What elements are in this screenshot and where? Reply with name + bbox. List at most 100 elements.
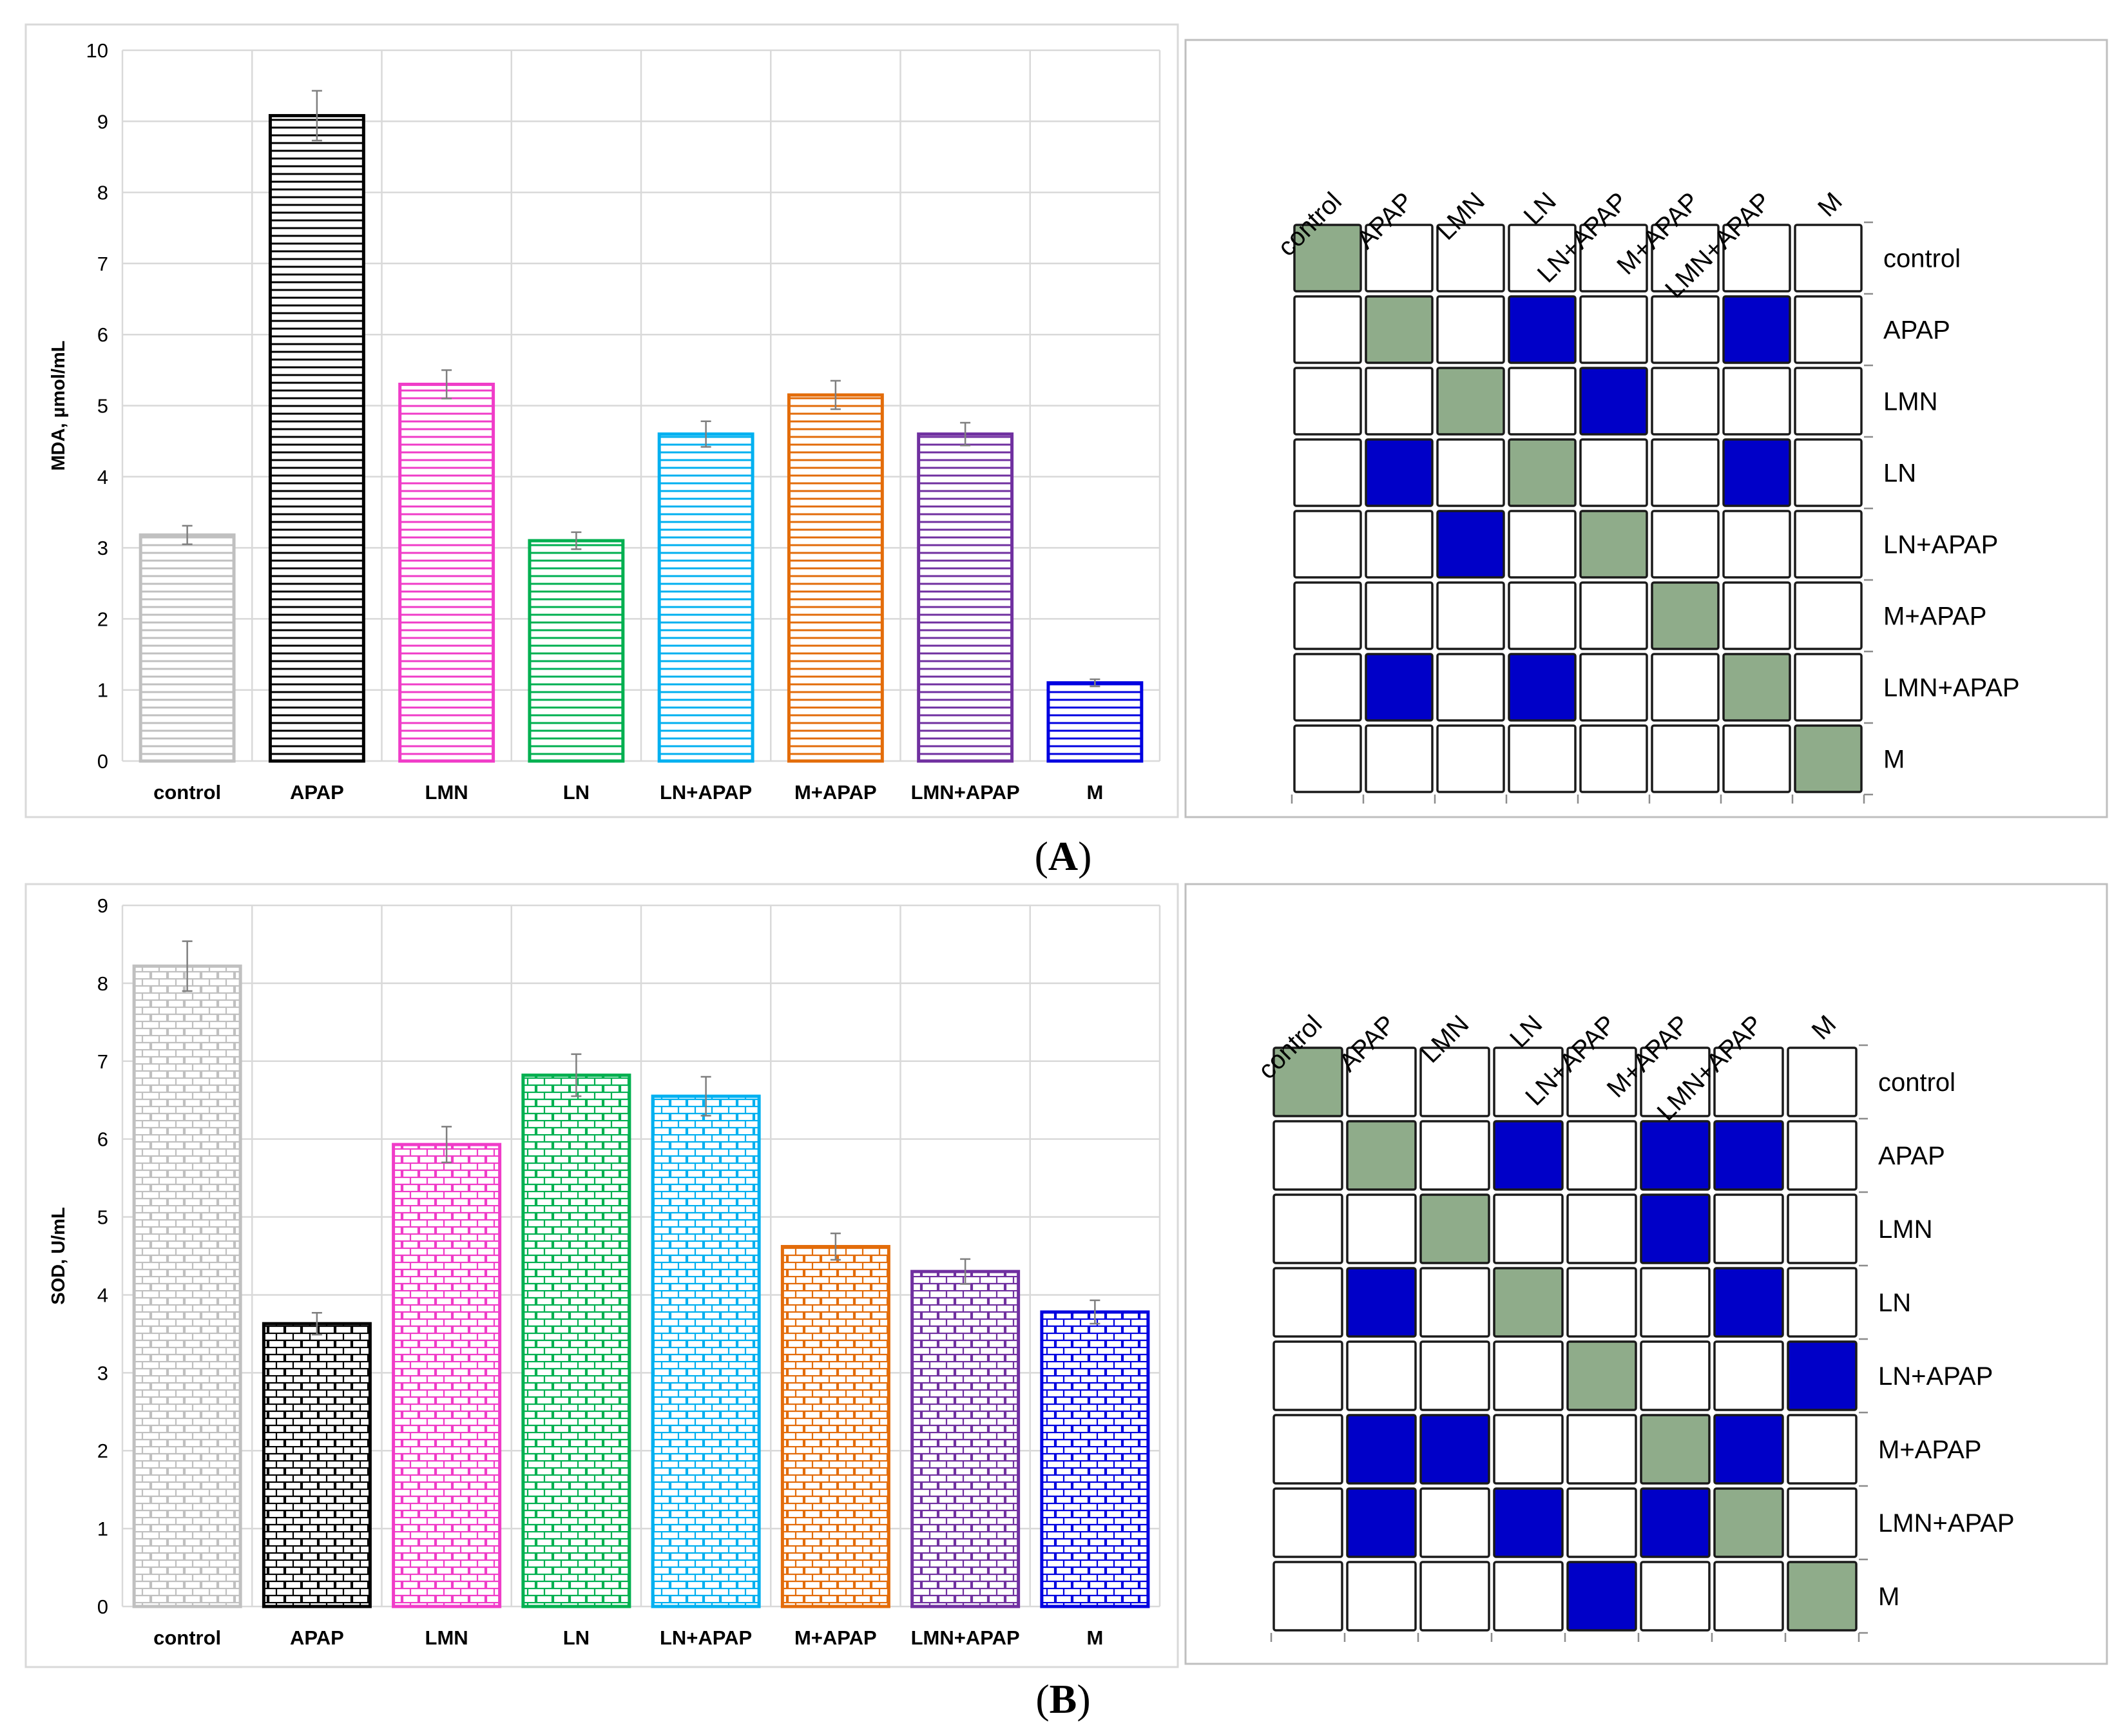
matrix-cell	[1651, 224, 1720, 293]
bar	[132, 964, 242, 1608]
matrix-cell	[1365, 438, 1434, 507]
y-tick-label: 4	[97, 466, 108, 488]
bar	[398, 382, 495, 763]
mda-bar-chart: 0 1 2 3 4 5 6 7 8 9 10 MDA, µmol/mL control APAP LMN LN…	[24, 23, 1179, 818]
matrix-cell	[1787, 1193, 1858, 1264]
matrix-cell	[1346, 1561, 1417, 1632]
x-category-label: APAP	[290, 1626, 344, 1649]
panel-label-b: (B)	[1035, 1676, 1090, 1722]
x-category-label: LN+APAP	[660, 781, 752, 804]
matrix-row-label: LMN+APAP	[1883, 674, 2020, 702]
y-tick-label: 3	[97, 537, 108, 559]
error-bar	[1090, 1299, 1100, 1325]
matrix-cell	[1293, 581, 1362, 650]
matrix-cell	[1293, 724, 1362, 793]
bar	[521, 1074, 631, 1608]
matrix-cell	[1508, 224, 1577, 293]
y-tick-label: 3	[97, 1362, 108, 1384]
matrix-cell	[1713, 1414, 1784, 1485]
x-category-label: M+APAP	[794, 1626, 877, 1649]
bar	[780, 1244, 890, 1608]
y-tick-label: 5	[97, 395, 108, 418]
x-category-label: LN	[563, 781, 590, 804]
matrix-cell	[1722, 367, 1791, 436]
matrix-cell	[1794, 295, 1863, 364]
matrix-cell	[1273, 1340, 1343, 1411]
matrix-cell	[1566, 1561, 1637, 1632]
matrix-cell	[1365, 367, 1434, 436]
matrix-cell	[1508, 581, 1577, 650]
matrix-cell	[1722, 581, 1791, 650]
matrix-row-label: APAP	[1878, 1142, 1945, 1170]
matrix-row-label: M	[1883, 746, 1905, 774]
bar	[651, 1094, 761, 1608]
matrix-cell	[1436, 510, 1505, 579]
matrix-cell	[1640, 1267, 1711, 1338]
matrix-row-label: control	[1878, 1068, 1955, 1097]
y-tick-label: 8	[97, 972, 108, 995]
bar	[657, 432, 754, 763]
matrix-cell	[1436, 724, 1505, 793]
x-category-label: M	[1086, 781, 1103, 804]
matrix-cell	[1713, 1267, 1784, 1338]
y-tick-label: 10	[86, 39, 108, 62]
error-bar	[571, 531, 582, 550]
matrix-cell	[1787, 1120, 1858, 1191]
matrix-cell	[1640, 1487, 1711, 1558]
matrix-cell	[1787, 1414, 1858, 1485]
matrix-cell	[1794, 510, 1863, 579]
matrix-cell	[1566, 1340, 1637, 1411]
matrix-cell	[1419, 1561, 1490, 1632]
panel-label-a: (A)	[1035, 833, 1092, 879]
matrix-cell	[1508, 438, 1577, 507]
x-category-label: APAP	[290, 781, 344, 804]
matrix-cell	[1273, 1561, 1343, 1632]
matrix-cell	[1794, 224, 1863, 293]
matrix-cell	[1493, 1120, 1564, 1191]
y-tick-label: 1	[97, 679, 108, 702]
matrix-cell	[1651, 438, 1720, 507]
x-category-label: control	[153, 781, 221, 804]
matrix-row-label: LN	[1878, 1289, 1911, 1317]
matrix-cell	[1293, 653, 1362, 722]
matrix-cell	[1640, 1193, 1711, 1264]
matrix-cell	[1794, 367, 1863, 436]
matrix-cell	[1346, 1046, 1417, 1117]
matrix-cell	[1566, 1046, 1637, 1117]
x-category-label: M	[1086, 1626, 1103, 1649]
matrix-cell	[1419, 1267, 1490, 1338]
matrix-cell	[1293, 367, 1362, 436]
matrix-cell	[1579, 438, 1648, 507]
matrix-cell	[1579, 367, 1648, 436]
matrix-cell	[1713, 1193, 1784, 1264]
error-bar	[571, 1053, 582, 1097]
y-tick-label: 2	[97, 1440, 108, 1462]
x-category-label: control	[153, 1626, 221, 1649]
bar	[917, 432, 1014, 763]
error-bar	[960, 1258, 971, 1285]
matrix-row-label: M+APAP	[1883, 603, 1986, 631]
matrix-row-label: LMN	[1883, 388, 1937, 416]
matrix-row-label: M	[1878, 1583, 1899, 1611]
error-bar	[700, 420, 711, 448]
y-tick-label: 6	[97, 1128, 108, 1151]
matrix-row-label: M+APAP	[1878, 1436, 1981, 1464]
error-bar	[441, 1126, 452, 1164]
matrix-cell	[1566, 1120, 1637, 1191]
bar	[1040, 1310, 1150, 1608]
sod-significance-matrix: controlAPAPLMNLNLN+APAPM+APAPLMN+APAPMco…	[1184, 883, 2108, 1665]
matrix-row-label: LMN	[1878, 1215, 1932, 1244]
matrix-cell	[1419, 1414, 1490, 1485]
matrix-cell	[1508, 724, 1577, 793]
x-category-label: M+APAP	[794, 781, 877, 804]
y-tick-label: 7	[97, 1050, 108, 1073]
error-bar	[830, 1232, 841, 1261]
matrix-cell	[1640, 1046, 1711, 1117]
matrix-cell	[1273, 1046, 1343, 1117]
matrix-cell	[1493, 1193, 1564, 1264]
y-tick-label: 0	[97, 750, 108, 773]
matrix-cell	[1651, 653, 1720, 722]
matrix-cell	[1365, 581, 1434, 650]
mda-significance-matrix: controlAPAPLMNLNLN+APAPM+APAPLMN+APAPMco…	[1184, 39, 2108, 818]
matrix-cell	[1579, 724, 1648, 793]
